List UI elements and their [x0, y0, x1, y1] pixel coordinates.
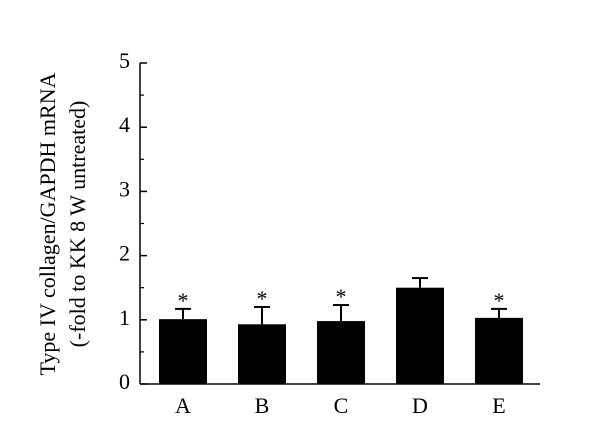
significance-marker: *: [336, 284, 347, 309]
y-tick-label: 3: [119, 176, 130, 201]
y-axis-label: (-fold to KK 8 W untreated): [65, 101, 90, 348]
significance-marker: *: [257, 286, 268, 311]
x-tick-label: E: [492, 393, 505, 418]
y-tick-label: 4: [119, 112, 130, 137]
y-tick-label: 1: [119, 305, 130, 330]
y-axis-label: Type IV collagen/GAPDH mRNA: [35, 72, 60, 375]
y-tick-label: 0: [119, 369, 130, 394]
x-tick-label: D: [412, 393, 428, 418]
bar: [475, 317, 523, 384]
x-tick-label: C: [334, 393, 349, 418]
bar: [396, 287, 444, 384]
significance-marker: *: [178, 288, 189, 313]
bar: [317, 321, 365, 384]
bar: [159, 319, 207, 384]
y-tick-label: 2: [119, 241, 130, 266]
x-tick-label: A: [175, 393, 191, 418]
significance-marker: *: [494, 288, 505, 313]
y-tick-label: 5: [119, 48, 130, 73]
x-tick-label: B: [255, 393, 270, 418]
bar: [238, 324, 286, 384]
